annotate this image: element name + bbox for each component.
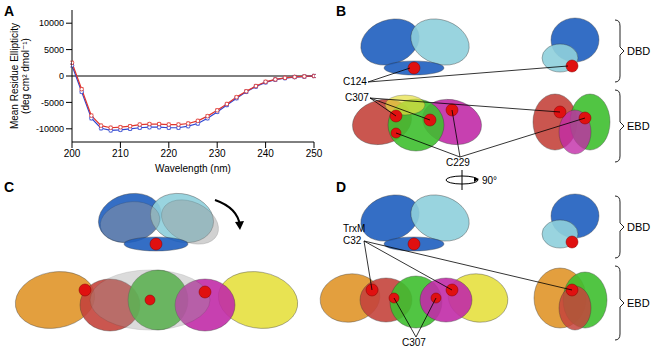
svg-text:90°: 90° <box>482 175 497 186</box>
svg-text:C229: C229 <box>446 157 470 168</box>
svg-text:230: 230 <box>209 148 226 159</box>
svg-text:C307: C307 <box>345 92 369 103</box>
svg-text:C: C <box>4 179 14 195</box>
svg-text:EBD: EBD <box>627 297 650 309</box>
svg-text:240: 240 <box>257 148 274 159</box>
svg-text:210: 210 <box>112 148 129 159</box>
svg-text:200: 200 <box>64 148 81 159</box>
svg-text:DBD: DBD <box>627 45 650 57</box>
svg-text:A: A <box>4 3 14 19</box>
svg-text:DBD: DBD <box>627 221 650 233</box>
svg-text:C307: C307 <box>402 337 426 348</box>
svg-text:C124: C124 <box>343 76 367 87</box>
svg-text:0: 0 <box>59 71 64 81</box>
svg-text:250: 250 <box>306 148 323 159</box>
svg-text:C32: C32 <box>343 235 362 246</box>
svg-text:D: D <box>336 179 346 195</box>
svg-text:Wavelength (nm): Wavelength (nm) <box>155 163 231 174</box>
svg-text:5000: 5000 <box>44 45 64 55</box>
svg-text:EBD: EBD <box>627 120 650 132</box>
svg-text:-5000: -5000 <box>41 98 64 108</box>
svg-text:220: 220 <box>160 148 177 159</box>
svg-text:10000: 10000 <box>39 18 64 28</box>
svg-text:Mean Residue Ellipticity(deg c: Mean Residue Ellipticity(deg cm² dmol⁻¹) <box>9 23 31 129</box>
svg-text:B: B <box>336 3 346 19</box>
svg-text:TrxM: TrxM <box>343 223 365 234</box>
svg-text:-10000: -10000 <box>36 124 64 134</box>
